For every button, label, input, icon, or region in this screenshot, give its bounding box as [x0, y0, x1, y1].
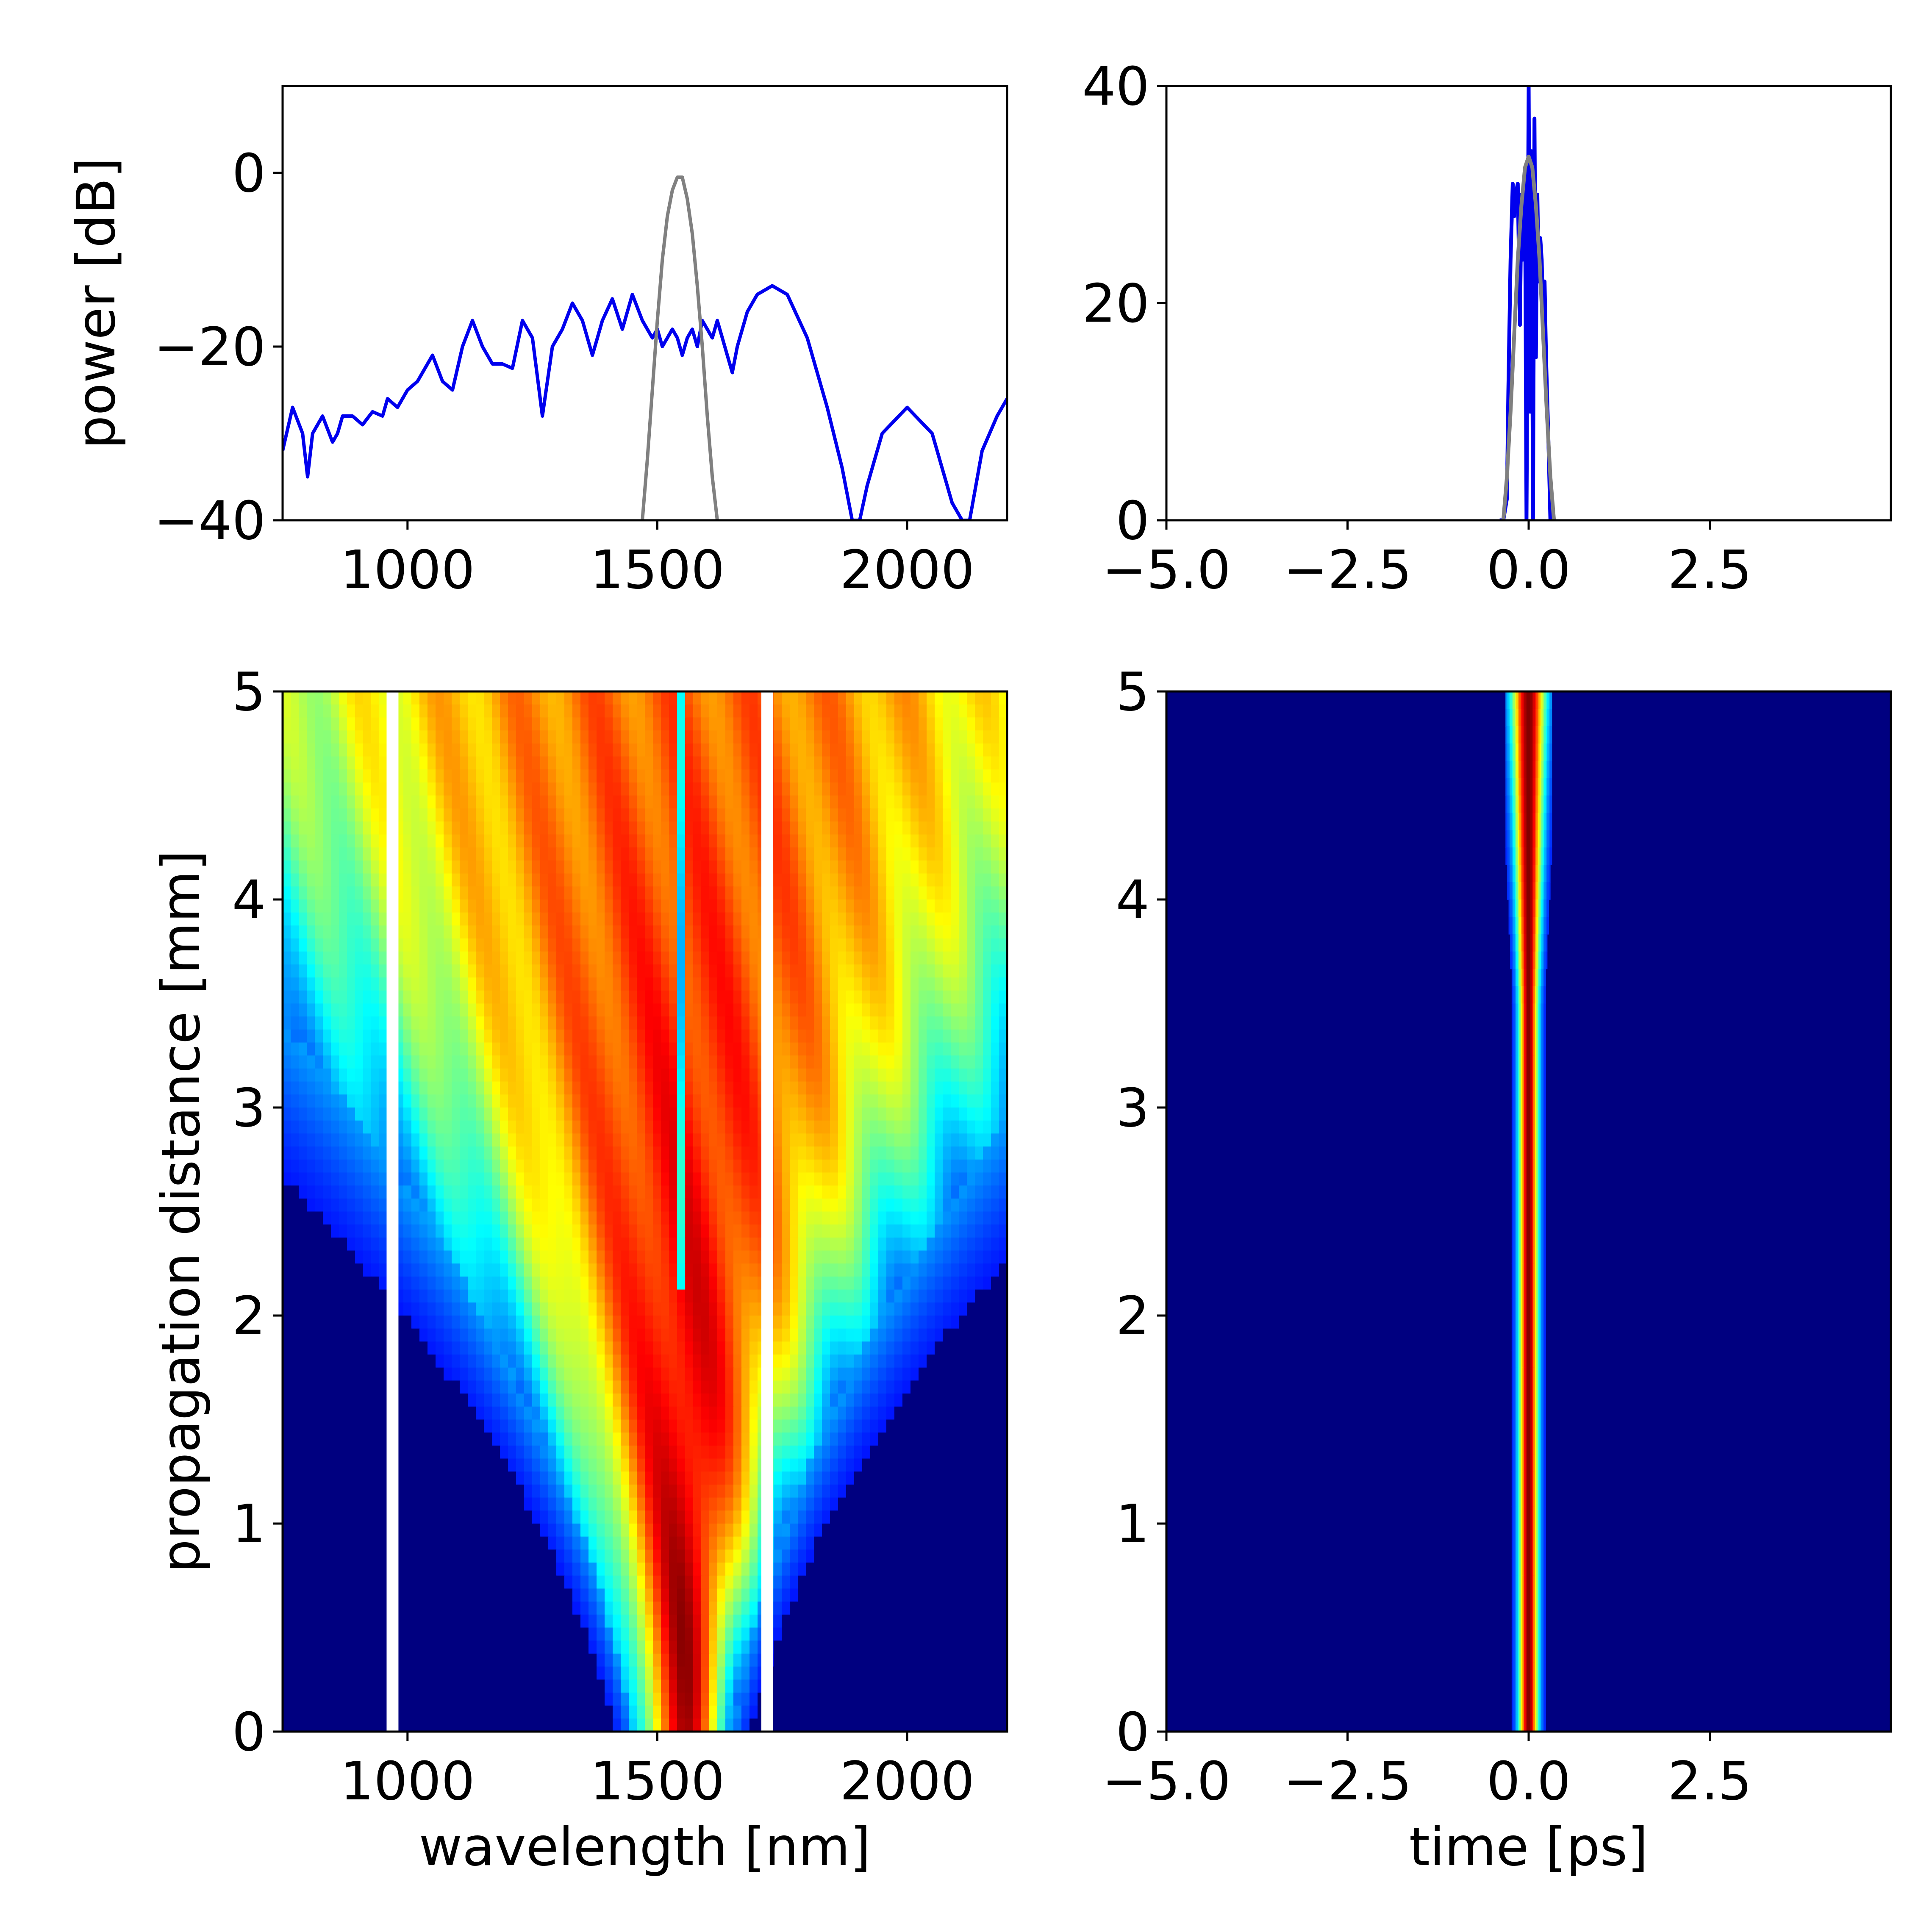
spectral-evolution-xtick-label: 2000	[840, 1751, 974, 1812]
spectrum-frame	[281, 85, 1008, 522]
spectral-evolution-xlabel: wavelength [nm]	[419, 1816, 871, 1878]
spectral-evolution-frame	[281, 690, 1008, 1733]
temporal-evolution-ytick-label: 1	[1116, 1493, 1149, 1555]
spectrum-series-0	[283, 284, 1007, 520]
temporal-evolution-ytick-label: 0	[1116, 1702, 1149, 1763]
temporal-power-panel: −5.0 −2.5 0.0 2.5 40 20 0	[1082, 56, 1892, 601]
spectrum-ylabel: power [dB]	[66, 157, 127, 449]
temporal-evolution-panel: −5.0 −2.5 0.0 2.5 0 1 2 3 4 5 time [ps]	[1102, 661, 1892, 1878]
temporal-power-xtick-label: 0.0	[1487, 539, 1571, 601]
temporal-evolution-ytick-label: 3	[1116, 1077, 1149, 1139]
spectral-evolution-ytick-label: 0	[232, 1702, 266, 1763]
temporal-power-ytick-label: 0	[1116, 490, 1149, 552]
spectral-evolution-ytick-label: 2	[232, 1285, 266, 1347]
spectrum-xtick-label: 2000	[840, 539, 974, 601]
spectrum-ytick-label: −20	[154, 316, 266, 378]
temporal-evolution-xtick-label: −5.0	[1102, 1751, 1231, 1812]
spectrum-xtick-label: 1000	[340, 539, 475, 601]
spectral-evolution-panel: 1000 1500 2000 0 1 2 3 4 5 wavelength [nm] propaga…	[150, 661, 1008, 1878]
temporal-evolution-frame	[1165, 690, 1892, 1733]
temporal-evolution-ytick-label: 5	[1116, 661, 1149, 723]
temporal-evolution-xlabel: time [ps]	[1409, 1816, 1648, 1878]
spectral-evolution-ytick-label: 3	[232, 1077, 266, 1139]
temporal-power-frame	[1165, 85, 1892, 522]
temporal-evolution-pulse-trace	[1505, 691, 1552, 1732]
temporal-power-ytick-label: 20	[1082, 273, 1149, 335]
temporal-power-series-1	[1501, 155, 1556, 520]
spectral-evolution-gap-0	[386, 691, 399, 1732]
temporal-evolution-xtick-label: −2.5	[1283, 1751, 1412, 1812]
spectral-evolution-xtick-label: 1500	[590, 1751, 724, 1812]
spectral-evolution-gap-1	[761, 691, 773, 1732]
temporal-evolution-xtick-label: 2.5	[1668, 1751, 1752, 1812]
spectral-evolution-xtick-label: 1000	[340, 1751, 475, 1812]
temporal-power-xtick-label: −2.5	[1283, 539, 1412, 601]
spectrum-panel: 1000 1500 2000 0 −20 −40 power [dB]	[66, 85, 1008, 601]
temporal-power-xtick-label: 2.5	[1668, 539, 1752, 601]
spectral-evolution-ytick-label: 5	[232, 661, 266, 723]
spectral-evolution-ylabel: propagation distance [mm]	[150, 850, 212, 1573]
temporal-evolution-ytick-label: 4	[1116, 869, 1149, 931]
spectrum-series-1	[641, 175, 719, 520]
temporal-power-xtick-label: −5.0	[1102, 539, 1231, 601]
temporal-evolution-xtick-label: 0.0	[1487, 1751, 1571, 1812]
spectrum-ytick-label: 0	[232, 143, 266, 204]
spectral-evolution-ytick-label: 1	[232, 1493, 266, 1555]
spectrum-xtick-label: 1500	[590, 539, 724, 601]
temporal-power-ytick-label: 40	[1082, 56, 1149, 117]
spectrum-ytick-label: −40	[154, 490, 266, 552]
spectral-evolution-cells	[283, 691, 1008, 1732]
temporal-evolution-ytick-label: 2	[1116, 1285, 1149, 1347]
spectral-evolution-ytick-label: 4	[232, 869, 266, 931]
